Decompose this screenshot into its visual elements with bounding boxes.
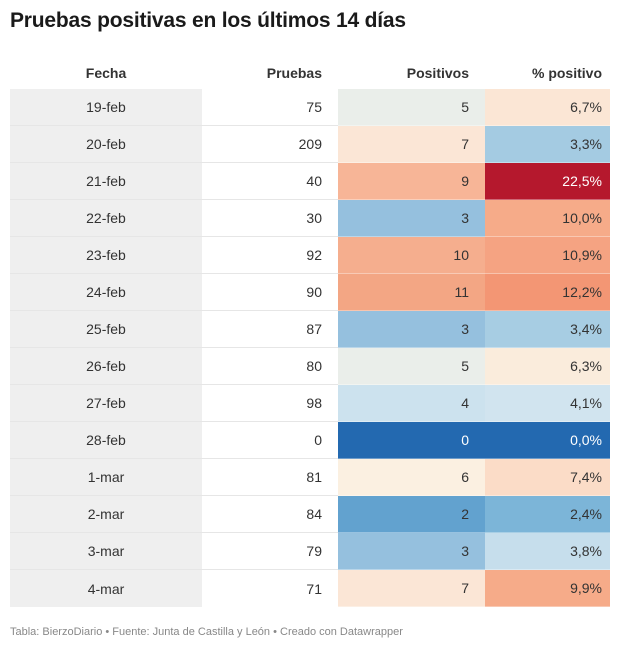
data-table: Fecha Pruebas Positivos % positivo 19-fe… (10, 56, 610, 607)
table-row: 24-feb 90 11 12,2% (10, 274, 610, 311)
cell-pruebas: 30 (202, 200, 338, 237)
table-row: 22-feb 30 3 10,0% (10, 200, 610, 237)
cell-pruebas: 71 (306, 580, 322, 597)
cell-positivos: 10 (338, 237, 485, 274)
cell-positivos: 3 (338, 311, 485, 348)
table-row: 21-feb 40 9 22,5% (10, 163, 610, 200)
cell-porcentaje: 22,5% (485, 163, 610, 200)
cell-positivos: 9 (338, 163, 485, 200)
cell-pruebas: 80 (202, 348, 338, 385)
table-row: 2-mar 84 2 2,4% (10, 496, 610, 533)
header-porcentaje[interactable]: % positivo (531, 64, 602, 81)
table-row: 23-feb 92 10 10,9% (10, 237, 610, 274)
cell-fecha: 4-mar (10, 570, 202, 607)
cell-pruebas: 79 (202, 533, 338, 570)
cell-positivos: 11 (338, 274, 485, 311)
cell-porcentaje: 7,4% (485, 459, 610, 496)
cell-pruebas: 84 (202, 496, 338, 533)
cell-fecha: 2-mar (10, 496, 202, 533)
cell-porcentaje: 10,9% (485, 237, 610, 274)
table-row: 3-mar 79 3 3,8% (10, 533, 610, 570)
cell-fecha: 26-feb (10, 348, 202, 385)
cell-pruebas: 87 (202, 311, 338, 348)
cell-fecha: 1-mar (10, 459, 202, 496)
cell-porcentaje: 0,0% (485, 422, 610, 459)
cell-fecha: 25-feb (10, 311, 202, 348)
cell-positivos: 0 (338, 422, 485, 459)
cell-pruebas: 75 (202, 89, 338, 126)
table-row: 25-feb 87 3 3,4% (10, 311, 610, 348)
cell-porcentaje: 3,8% (485, 533, 610, 570)
table-header: Fecha Pruebas Positivos % positivo (10, 56, 610, 89)
table-row: 4-mar 71 7 9,9% (10, 570, 610, 607)
cell-pruebas: 81 (202, 459, 338, 496)
cell-porcentaje: 4,1% (485, 385, 610, 422)
cell-fecha: 21-feb (10, 163, 202, 200)
header-pruebas[interactable]: Pruebas (266, 64, 322, 81)
cell-fecha: 3-mar (10, 533, 202, 570)
header-fecha[interactable]: Fecha (85, 64, 127, 81)
cell-porcentaje: 3,4% (485, 311, 610, 348)
table-row: 1-mar 81 6 7,4% (10, 459, 610, 496)
table-row: 19-feb 75 5 6,7% (10, 89, 610, 126)
cell-positivos: 5 (338, 89, 485, 126)
cell-positivos: 6 (338, 459, 485, 496)
table-row: 27-feb 98 4 4,1% (10, 385, 610, 422)
cell-porcentaje: 9,9% (485, 570, 610, 607)
cell-pruebas: 92 (202, 237, 338, 274)
footer-credits: Tabla: BierzoDiario • Fuente: Junta de C… (10, 626, 403, 638)
cell-porcentaje: 3,3% (485, 126, 610, 163)
table-body: 19-feb 75 5 6,7% 20-feb 209 7 3,3% 21-feb 40 9 22,5… (10, 89, 610, 607)
table-row: 26-feb 80 5 6,3% (10, 348, 610, 385)
cell-fecha: 28-feb (10, 422, 202, 459)
cell-porcentaje: 12,2% (485, 274, 610, 311)
cell-positivos: 3 (338, 533, 485, 570)
cell-pruebas: 0 (202, 422, 338, 459)
cell-porcentaje: 6,7% (485, 89, 610, 126)
cell-porcentaje: 10,0% (485, 200, 610, 237)
cell-pruebas: 90 (202, 274, 338, 311)
table-row: 28-feb 0 0 0,0% (10, 422, 610, 459)
cell-positivos: 4 (338, 385, 485, 422)
table-row: 20-feb 209 7 3,3% (10, 126, 610, 163)
cell-porcentaje: 6,3% (485, 348, 610, 385)
cell-positivos: 7 (338, 570, 485, 607)
chart-title: Pruebas positivas en los últimos 14 días (10, 9, 406, 32)
cell-fecha: 23-feb (10, 237, 202, 274)
header-positivos[interactable]: Positivos (406, 64, 469, 81)
cell-pruebas: 40 (202, 163, 338, 200)
cell-fecha: 24-feb (10, 274, 202, 311)
cell-fecha: 22-feb (10, 200, 202, 237)
cell-positivos: 5 (338, 348, 485, 385)
cell-fecha: 20-feb (10, 126, 202, 163)
cell-fecha: 27-feb (10, 385, 202, 422)
cell-positivos: 3 (338, 200, 485, 237)
cell-porcentaje: 2,4% (485, 496, 610, 533)
cell-pruebas: 209 (202, 126, 338, 163)
cell-fecha: 19-feb (10, 89, 202, 126)
cell-positivos: 7 (338, 126, 485, 163)
cell-pruebas: 98 (202, 385, 338, 422)
cell-positivos: 2 (338, 496, 485, 533)
